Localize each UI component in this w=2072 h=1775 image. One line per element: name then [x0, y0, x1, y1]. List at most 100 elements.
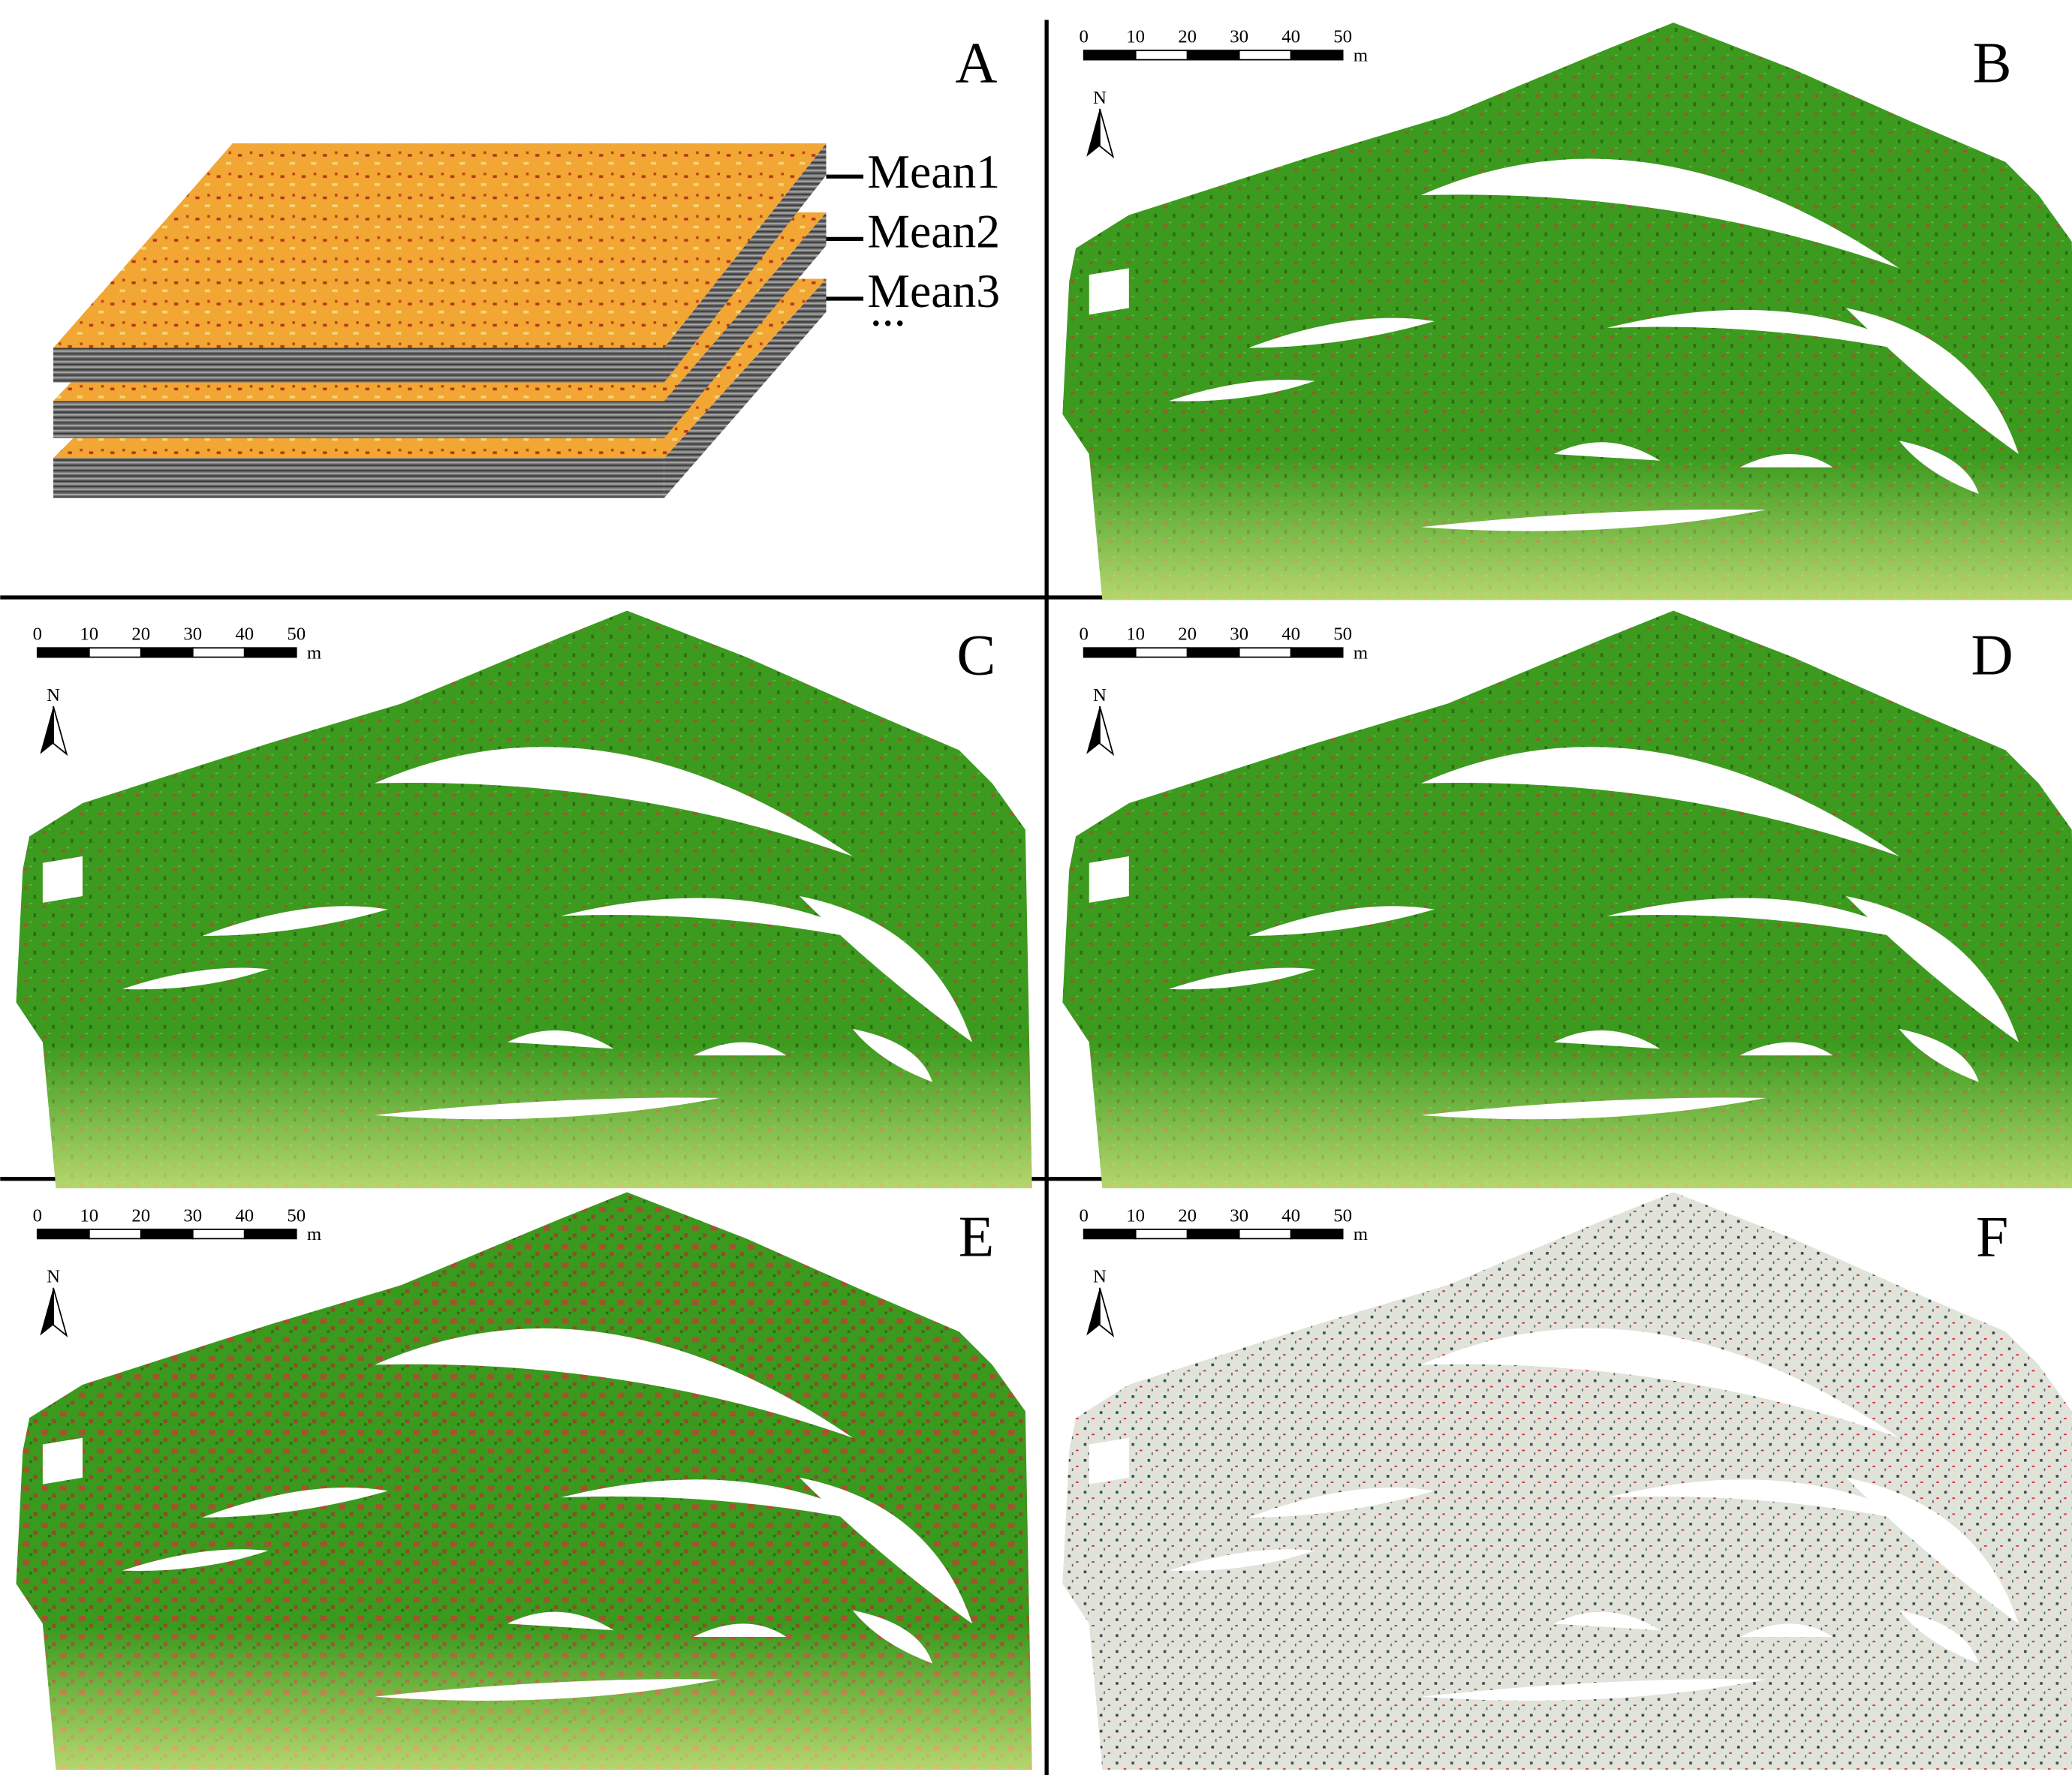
scale-label: 20 [1178, 624, 1197, 645]
map [16, 1192, 1032, 1770]
scale-label: 30 [1230, 27, 1248, 47]
scale-label: 40 [1281, 624, 1300, 645]
scale-label: 30 [1230, 624, 1248, 645]
scale-segment [1186, 50, 1240, 61]
map-area [1062, 1192, 2072, 1770]
scale-unit: m [1354, 1224, 1368, 1244]
scale-segment [1134, 1229, 1188, 1240]
panel-letter: E [959, 1204, 995, 1268]
scale-label: 10 [1126, 27, 1145, 47]
map-shade [16, 610, 1032, 1189]
scale-segment [88, 1229, 142, 1240]
layer-label: Mean1 [867, 145, 1000, 198]
panel: 0 10 20 30 40 50m N C [16, 610, 1032, 1189]
scale-segment [1134, 647, 1188, 658]
layer-stack [53, 143, 864, 498]
scale-label: 40 [235, 1205, 254, 1226]
scale-label: 50 [1333, 624, 1352, 645]
scale-segment [1290, 647, 1344, 658]
scale-unit: m [1354, 642, 1368, 663]
panel-letter: C [956, 623, 995, 687]
panel-letter: A [955, 31, 997, 95]
north-arrow [1086, 1287, 1100, 1336]
map [1062, 610, 2072, 1189]
scale-label: 50 [287, 624, 306, 645]
scale-label: 10 [1126, 1205, 1145, 1226]
ellipsis: ... [870, 282, 906, 335]
north-arrow [1099, 108, 1115, 159]
scale-label: 0 [33, 1205, 42, 1226]
scale-label: 0 [1079, 1205, 1088, 1226]
scale-unit: m [1354, 45, 1368, 65]
scale-segment [191, 647, 245, 658]
scale-label: 0 [1079, 624, 1088, 645]
scale-segment [88, 647, 142, 658]
north-arrow [40, 706, 54, 754]
scale-segment [1186, 1229, 1240, 1240]
north-label: N [47, 1267, 60, 1287]
scale-label: 30 [1230, 1205, 1248, 1226]
scale-segment [36, 647, 90, 658]
panel: Mean1 Mean2 Mean3... A [867, 31, 1000, 336]
layer-label: Mean2 [867, 204, 1000, 257]
scale-segment [140, 1229, 194, 1240]
panel: 0 10 20 30 40 50m N D [1062, 610, 2072, 1189]
scale-segment [1134, 50, 1188, 61]
scale-label: 40 [1281, 27, 1300, 47]
scale-segment [1290, 1229, 1344, 1240]
scale-segment [1238, 647, 1292, 658]
map-shade [1062, 23, 2072, 600]
north-arrow [40, 1287, 54, 1336]
map-shade [16, 1192, 1032, 1770]
scale-label: 10 [80, 624, 98, 645]
scale-segment [1083, 50, 1137, 61]
map [1062, 1192, 2072, 1770]
north-arrow [53, 705, 68, 757]
map [1062, 23, 2072, 600]
scale-segment [1083, 647, 1137, 658]
north-arrow [1086, 706, 1100, 754]
scale-label: 20 [131, 624, 150, 645]
north-label: N [47, 685, 60, 705]
scale-segment [243, 1229, 297, 1240]
scale-segment [1238, 50, 1292, 61]
scale-label: 40 [235, 624, 254, 645]
scale-label: 0 [33, 624, 42, 645]
scale-segment [1083, 1229, 1137, 1240]
scale-label: 30 [183, 1205, 202, 1226]
north-arrow [1099, 1287, 1115, 1337]
panel: 0 10 20 30 40 50m N B [1062, 23, 2072, 600]
panel-letter: F [1976, 1204, 2008, 1268]
map [16, 610, 1032, 1189]
layer-label: Mean3 [867, 264, 1000, 317]
scale-segment [1238, 1229, 1292, 1240]
panel: 0 10 20 30 40 50m N E [16, 1192, 1032, 1770]
scale-segment [1186, 647, 1240, 658]
scale-label: 20 [1178, 1205, 1197, 1226]
north-arrow [1086, 109, 1100, 157]
panel-letter: B [1973, 31, 2012, 95]
scale-label: 20 [131, 1205, 150, 1226]
scale-unit: m [307, 1224, 321, 1244]
scale-label: 10 [1126, 624, 1145, 645]
panel-letter: D [1971, 623, 2013, 687]
north-label: N [1093, 1267, 1107, 1287]
north-label: N [1093, 88, 1107, 108]
scale-segment [1290, 50, 1344, 61]
north-arrow [1099, 705, 1115, 757]
scale-label: 50 [1333, 27, 1352, 47]
scale-label: 10 [80, 1205, 98, 1226]
panel: 0 10 20 30 40 50m N F [1062, 1192, 2072, 1770]
scale-segment [243, 647, 297, 658]
north-arrow [53, 1287, 68, 1337]
scale-segment [140, 647, 194, 658]
north-label: N [1093, 685, 1107, 705]
scale-segment [191, 1229, 245, 1240]
scale-label: 20 [1178, 27, 1197, 47]
scale-label: 40 [1281, 1205, 1300, 1226]
scale-segment [36, 1229, 90, 1240]
scale-label: 50 [287, 1205, 306, 1226]
scale-unit: m [307, 642, 321, 663]
map-shade [1062, 610, 2072, 1189]
